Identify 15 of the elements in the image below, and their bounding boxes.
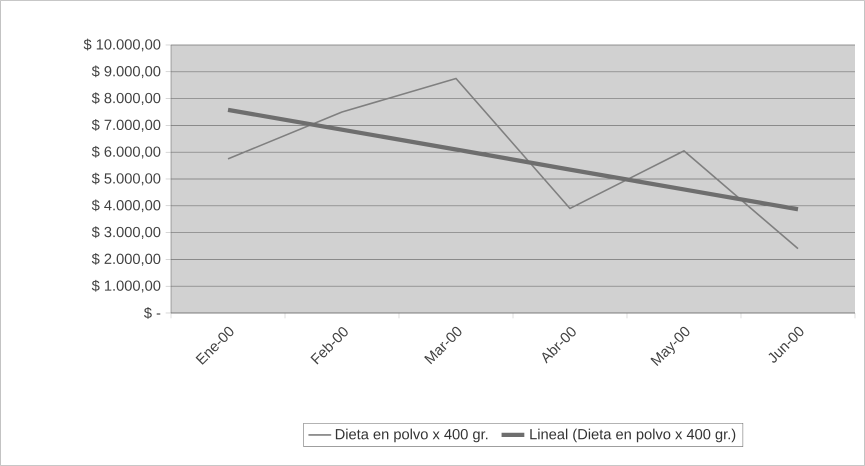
y-tick-label: $ - (144, 307, 160, 319)
line-series (227, 78, 799, 250)
y-tick-label: $ 7.000,00 (92, 119, 160, 132)
y-tick-label: $ 8.000,00 (92, 92, 160, 105)
y-tick-label: $ 4.000,00 (92, 199, 160, 212)
legend-label: Lineal (Dieta en polvo x 400 gr.) (530, 428, 736, 442)
y-tick-label: $ 3.000,00 (92, 226, 160, 239)
y-tick-label: $ 2.000,00 (92, 253, 160, 266)
legend-label: Dieta en polvo x 400 gr. (336, 428, 488, 442)
y-tick-label: $ 10.000,00 (84, 38, 160, 52)
y-tick-label: $ 9.000,00 (92, 65, 160, 78)
y-tick-label: $ 6.000,00 (92, 146, 160, 159)
line-series (226, 108, 800, 212)
y-tick-label: $ 1.000,00 (92, 280, 160, 293)
y-tick-label: $ 5.000,00 (92, 172, 160, 186)
